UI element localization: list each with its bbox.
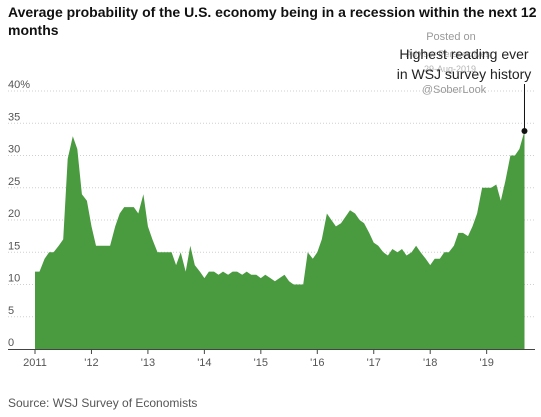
callout (521, 84, 528, 134)
x-tick-label-2012: '12 (84, 357, 98, 369)
y-tick-label-30: 30 (8, 144, 20, 156)
x-tick-label-2019: '19 (479, 357, 493, 369)
y-tick-label-5: 5 (8, 305, 14, 317)
y-tick-label-35: 35 (8, 111, 20, 123)
x-tick-label-2016: '16 (310, 357, 324, 369)
x-tick-label-2011: 2011 (23, 357, 47, 369)
chart-title-line-2: months (8, 22, 59, 38)
callout-point (521, 127, 528, 134)
y-tick-label-0: 0 (8, 337, 14, 349)
y-tick-label-15: 15 (8, 240, 20, 252)
x-axis: 2011 '12 '13 '14 '15 '16 '17 '18 '19 (8, 349, 535, 369)
y-tick-label-20: 20 (8, 208, 20, 220)
watermark-date: 29-Aug-2019 (424, 64, 476, 74)
source-note: Source: WSJ Survey of Economists (8, 396, 197, 410)
x-tick-label-2015: '15 (254, 357, 268, 369)
chart-title-line-1: Average probability of the U.S. economy … (8, 4, 537, 20)
watermark-site: Advisor Perspectives (406, 49, 491, 59)
area-layer (35, 131, 525, 349)
watermark-posted-on: Posted on (426, 31, 476, 43)
y-tick-label-25: 25 (8, 176, 20, 188)
callout-label-line-1: Highest reading ever (399, 46, 529, 62)
x-tick-label-2017: '17 (367, 357, 381, 369)
x-tick-label-2018: '18 (423, 357, 437, 369)
callout-label-line-2: in WSJ survey history (397, 66, 532, 82)
x-tick-label-2013: '13 (141, 357, 155, 369)
watermark-handle: @SoberLook (422, 84, 487, 96)
y-tick-label-10: 10 (8, 273, 20, 285)
y-tick-labels: 0 5 10 15 20 25 30 35 40% (8, 79, 30, 349)
y-tick-label-40: 40% (8, 79, 30, 91)
area-series-recession-probability (35, 131, 525, 349)
x-tick-label-2014: '14 (197, 357, 211, 369)
